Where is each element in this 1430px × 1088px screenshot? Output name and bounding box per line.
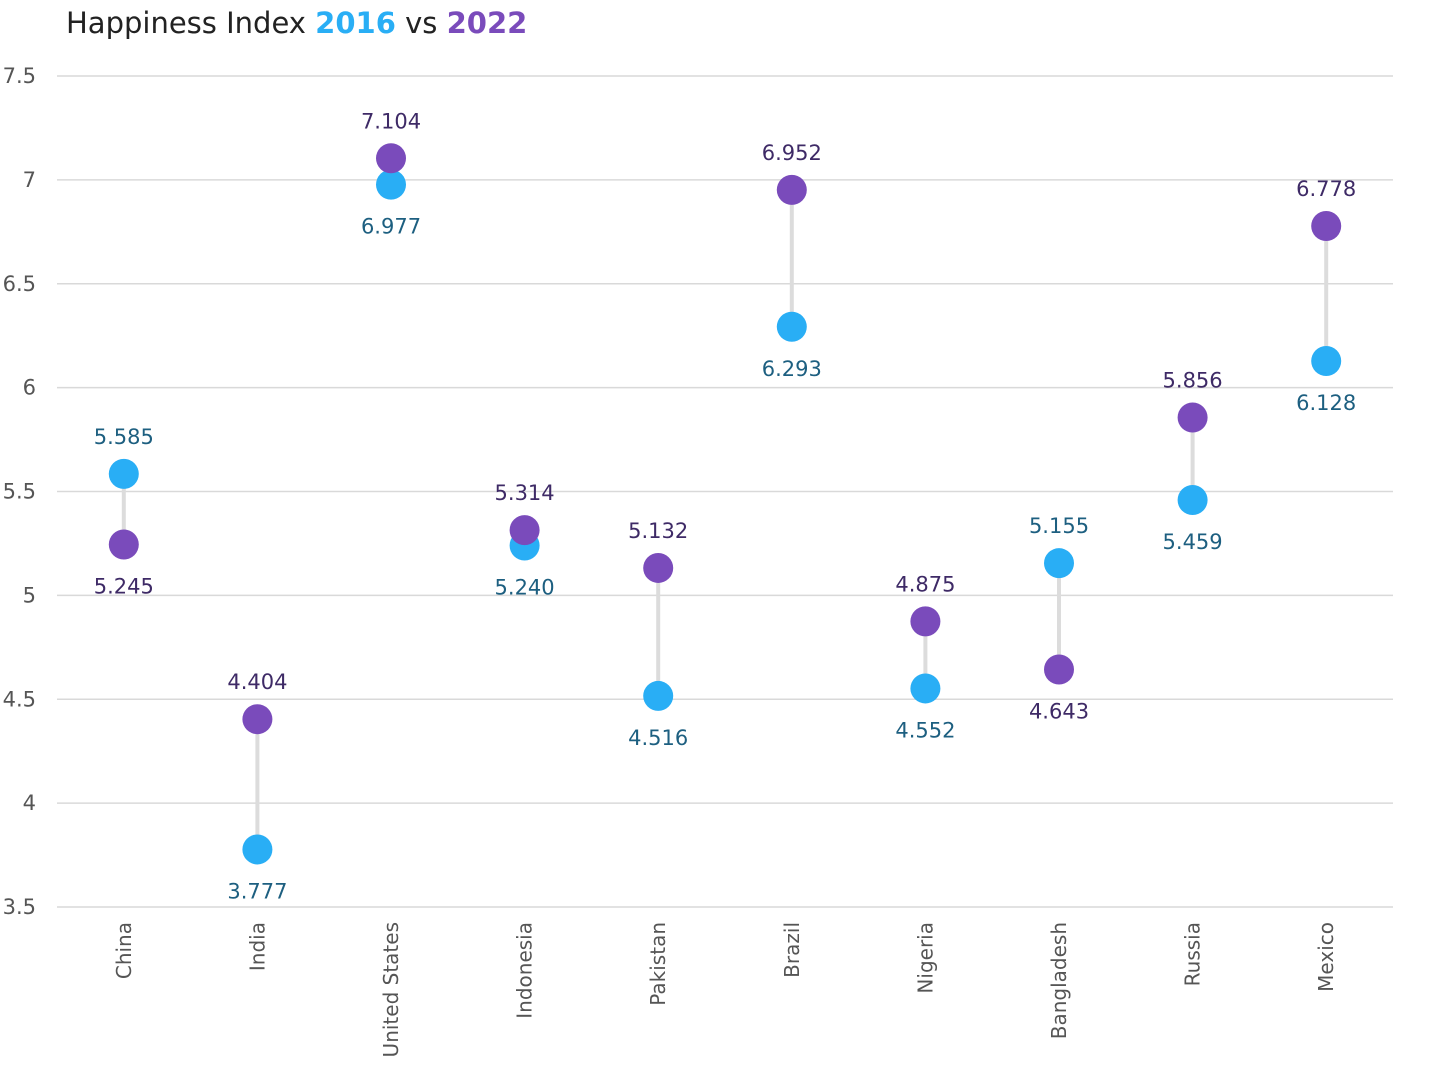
title-joiner: vs <box>405 6 438 40</box>
x-category-label: Mexico <box>1314 922 1338 992</box>
x-category-label: Nigeria <box>913 922 937 994</box>
data-label-2016: 6.128 <box>1296 391 1356 415</box>
x-category-label: Brazil <box>780 922 804 978</box>
point-2022[interactable] <box>108 529 139 560</box>
y-tick-label: 5 <box>23 583 36 607</box>
point-2022[interactable] <box>776 174 807 205</box>
point-2016[interactable] <box>1177 485 1208 516</box>
x-category-label: Pakistan <box>646 922 670 1006</box>
data-label-2022: 4.404 <box>227 670 287 694</box>
data-label-2022: 5.314 <box>495 481 555 505</box>
y-axis: 3.5 4 4.5 5 5.5 6 6.5 7 7.5 <box>3 64 36 919</box>
point-2016[interactable] <box>108 458 139 489</box>
data-points <box>108 143 1342 865</box>
data-label-2022: 4.875 <box>895 572 955 596</box>
data-label-2022: 7.104 <box>361 109 421 133</box>
data-label-2022: 6.952 <box>762 141 822 165</box>
x-category-label: Russia <box>1181 922 1205 986</box>
data-label-2016: 5.459 <box>1163 530 1223 554</box>
point-2022[interactable] <box>910 606 941 637</box>
data-label-2022: 4.643 <box>1029 700 1089 724</box>
chart-title: Happiness Index 2016 vs 2022 <box>66 6 527 40</box>
data-label-2016: 5.155 <box>1029 514 1089 538</box>
y-tick-label: 6.5 <box>3 272 36 296</box>
x-category-label: Indonesia <box>513 922 537 1019</box>
data-label-2016: 4.516 <box>628 726 688 750</box>
connectors <box>121 158 1329 850</box>
data-label-2016: 4.552 <box>895 718 955 742</box>
title-series-2016: 2016 <box>315 6 396 40</box>
point-2016[interactable] <box>242 834 273 865</box>
data-label-2016: 5.585 <box>94 425 154 449</box>
x-axis: China India United States Indonesia Pakistan… <box>112 922 1338 1057</box>
y-tick-label: 7 <box>23 168 36 192</box>
point-2016[interactable] <box>1044 548 1074 579</box>
point-2016[interactable] <box>776 311 807 342</box>
y-tick-label: 7.5 <box>3 64 36 88</box>
data-label-2016: 6.293 <box>762 357 822 381</box>
y-tick-label: 3.5 <box>3 895 36 919</box>
x-category-label: United States <box>379 922 403 1057</box>
point-2022[interactable] <box>1044 654 1074 685</box>
x-category-label: Bangladesh <box>1047 922 1071 1039</box>
data-labels: 5.585 5.245 3.777 4.404 6.977 7.104 5.240 5.314… <box>94 109 1357 903</box>
gridlines <box>57 75 1393 908</box>
point-2022[interactable] <box>643 552 674 583</box>
y-tick-label: 4.5 <box>3 687 36 711</box>
data-label-2022: 5.245 <box>94 574 154 598</box>
x-category-label: India <box>245 922 269 971</box>
point-2016[interactable] <box>643 680 674 711</box>
data-label-2016: 5.240 <box>495 576 555 600</box>
y-tick-label: 5.5 <box>3 480 36 504</box>
point-2016[interactable] <box>376 169 406 200</box>
data-label-2016: 3.777 <box>227 879 287 903</box>
title-series-2022: 2022 <box>446 6 528 40</box>
y-tick-label: 4 <box>23 791 36 815</box>
point-2022[interactable] <box>242 704 273 735</box>
data-label-2022: 5.132 <box>628 519 688 543</box>
point-2016[interactable] <box>910 673 941 704</box>
title-prefix: Happiness Index <box>66 6 306 40</box>
y-tick-label: 6 <box>23 376 36 400</box>
x-category-label: China <box>112 922 136 979</box>
point-2022[interactable] <box>376 143 406 174</box>
data-label-2022: 6.778 <box>1296 177 1356 201</box>
data-label-2016: 6.977 <box>361 215 421 239</box>
point-2022[interactable] <box>509 515 540 546</box>
point-2016[interactable] <box>1311 346 1342 377</box>
point-2022[interactable] <box>1177 402 1208 433</box>
data-label-2022: 5.856 <box>1163 369 1223 393</box>
point-2022[interactable] <box>1311 210 1342 241</box>
